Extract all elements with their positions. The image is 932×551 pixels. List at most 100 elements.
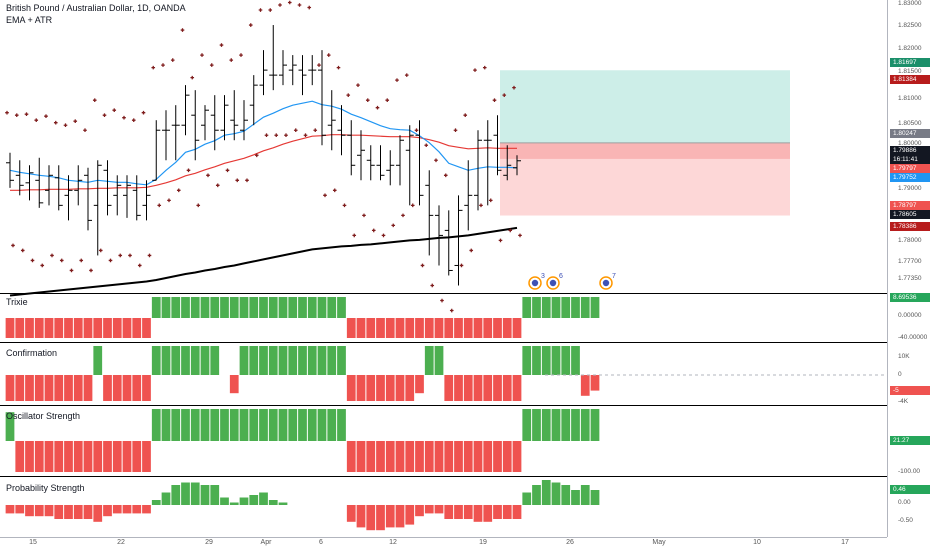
indicator-bar (424, 505, 434, 514)
price-axis-tick: 1.79000 (898, 185, 922, 192)
indicator-bar (161, 297, 171, 318)
indicator-bar (463, 375, 473, 401)
indicator-bar (298, 409, 307, 441)
indicator-bar (434, 441, 444, 472)
indicator-bar (512, 505, 522, 519)
indicator-bar (151, 346, 161, 375)
pane-title-oscillator-strength[interactable]: Oscillator Strength (6, 411, 81, 421)
indicator-bar (298, 297, 307, 318)
atr-lower-dot (430, 283, 435, 288)
indicator-bar (132, 505, 142, 514)
pane-title-probability-strength[interactable]: Probability Strength (6, 483, 85, 493)
indicator-bar (151, 409, 161, 441)
atr-upper-dot (83, 128, 87, 133)
indicator-bar (444, 505, 454, 519)
atr-lower-dot (186, 168, 191, 173)
indicator-bar (532, 409, 541, 441)
indicator-bar (502, 441, 512, 472)
indicator-bar (424, 441, 434, 472)
indicator-bar (317, 409, 327, 441)
atr-upper-dot (297, 3, 302, 7)
indicator-bar (385, 441, 395, 472)
indicator-bar (385, 375, 395, 401)
atr-upper-dot (463, 113, 468, 117)
indicator-bar (327, 346, 337, 375)
indicator-bar (34, 318, 44, 338)
indicator-bar (522, 492, 532, 505)
indicator-bar (395, 318, 405, 338)
atr-upper-dot (336, 65, 341, 70)
price-axis-tick: 1.83000 (898, 0, 922, 7)
indicator-bar (190, 409, 200, 441)
time-axis[interactable] (0, 537, 887, 551)
atr-lower-dot (508, 228, 513, 233)
indicator-bar (434, 505, 444, 514)
pane-separator[interactable] (0, 293, 932, 294)
pane-separator[interactable] (0, 476, 932, 477)
indicator-bar (44, 375, 54, 401)
atr-upper-dot (53, 120, 58, 125)
indicator-bar (483, 441, 493, 472)
pane-separator[interactable] (0, 342, 932, 343)
atr-lower-dot (167, 198, 171, 203)
indicator-bar (259, 346, 268, 375)
plot-area[interactable]: 3 6 7 (0, 0, 887, 537)
indicator-bar (493, 318, 502, 338)
indicator-bar (190, 482, 200, 505)
indicator-bar (103, 505, 112, 517)
indicator-bar (493, 505, 502, 519)
indicator-bar (54, 375, 64, 401)
atr-upper-dot (209, 63, 214, 67)
indicator-title-ema-atr[interactable]: EMA + ATR (6, 15, 53, 25)
indicator-bar (73, 318, 83, 338)
symbol-title[interactable]: British Pound / Australian Dollar, 1D, O… (6, 3, 186, 13)
atr-upper-dot (219, 43, 224, 47)
atr-upper-dot (434, 158, 438, 163)
indicator-bar (366, 318, 376, 338)
indicator-bar (249, 409, 259, 441)
indicator-bar (122, 505, 132, 514)
price-axis-tick: 1.81000 (898, 95, 922, 102)
indicator-bar (15, 441, 25, 472)
indicator-bar (288, 409, 298, 441)
atr-lower-dot (50, 253, 54, 258)
indicator-bar (415, 318, 424, 338)
indicator-bar (44, 441, 54, 472)
indicator-bar (181, 297, 190, 318)
atr-upper-dot (170, 58, 175, 62)
indicator-bar (73, 441, 83, 472)
indicator-bar (346, 505, 356, 522)
indicator-bar (444, 318, 454, 338)
atr-upper-dot (73, 119, 78, 124)
price-axis[interactable] (887, 0, 932, 537)
price-badge: 1.78386 (890, 222, 930, 231)
time-axis-label: 10 (753, 539, 761, 546)
indicator-bar (346, 441, 356, 472)
price-axis-tick: 1.80000 (898, 140, 922, 147)
indicator-bar (337, 346, 346, 375)
indicator-bar (5, 412, 15, 441)
atr-upper-dot (395, 78, 399, 82)
atr-upper-dot (5, 110, 9, 115)
indicator-bar (551, 482, 561, 505)
pane-title-confirmation[interactable]: Confirmation (6, 348, 58, 358)
indicator-bar (532, 297, 541, 318)
indicator-bar (200, 409, 210, 441)
indicator-bar (434, 318, 444, 338)
indicator-bar (298, 346, 307, 375)
atr-upper-dot (131, 118, 136, 123)
indicator-bar (34, 505, 44, 517)
indicator-bar (44, 318, 54, 338)
indicator-bar (376, 505, 385, 531)
indicator-bar (493, 375, 502, 401)
pane-title-trixie[interactable]: Trixie (6, 297, 28, 307)
indicator-bar (15, 318, 25, 338)
atr-lower-dot (30, 258, 35, 263)
atr-upper-dot (239, 53, 243, 57)
atr-upper-dot (24, 112, 29, 116)
indicator-bar (473, 505, 483, 522)
atr-lower-dot (488, 198, 493, 203)
atr-lower-dot (332, 188, 337, 193)
atr-lower-dot (342, 203, 347, 208)
pane-separator[interactable] (0, 405, 932, 406)
